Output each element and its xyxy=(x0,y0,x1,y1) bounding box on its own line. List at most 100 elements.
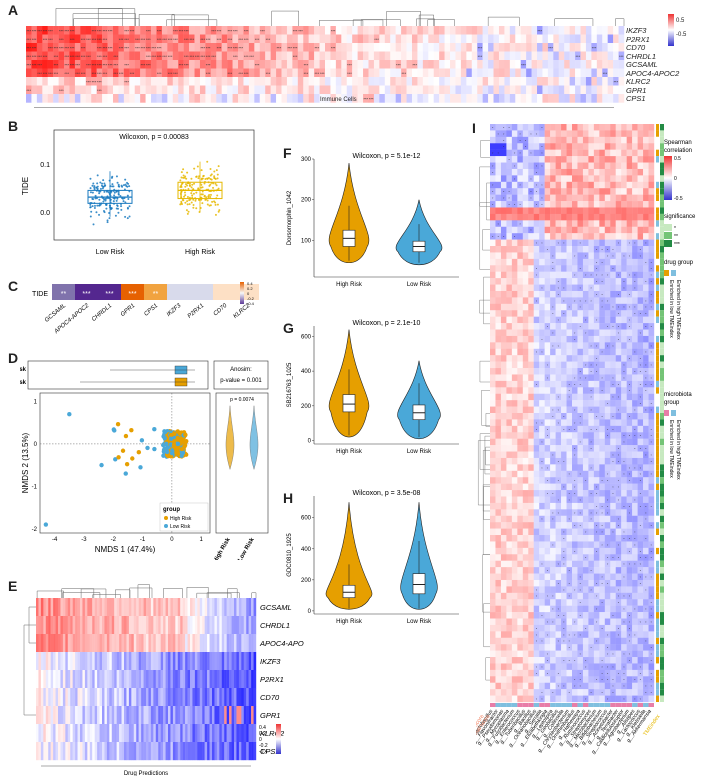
heatmap-cell xyxy=(522,252,529,260)
sig-mark: *** xyxy=(81,37,86,42)
heatmap-cell xyxy=(148,616,152,635)
heatmap-cell xyxy=(511,201,518,208)
heatmap-cell xyxy=(500,188,507,195)
heatmap-cell xyxy=(243,688,247,707)
heatmap-cell xyxy=(544,438,551,446)
heatmap-cell xyxy=(528,194,534,202)
heatmap-cell xyxy=(561,310,567,317)
heatmap-cell xyxy=(183,34,190,44)
heatmap-cell xyxy=(251,652,254,671)
heatmap-cell xyxy=(604,258,611,266)
heatmap-cell xyxy=(555,425,562,433)
heatmap-cell xyxy=(522,175,529,182)
heatmap-cell xyxy=(604,406,611,414)
heatmap-cell xyxy=(572,316,578,324)
heatmap-cell xyxy=(158,742,161,761)
sig-mark: * xyxy=(640,466,642,470)
heatmap-cell xyxy=(615,149,622,157)
data-point xyxy=(187,188,190,191)
heatmap-cell xyxy=(422,94,429,103)
heatmap-cell xyxy=(643,143,649,150)
heatmap-cell xyxy=(610,271,616,279)
heatmap-cell xyxy=(626,335,633,343)
gene-label: CD70 xyxy=(260,693,280,702)
heatmap-cell xyxy=(238,634,242,653)
heatmap-cell xyxy=(106,652,110,671)
heatmap-cell xyxy=(55,598,59,617)
heatmap-cell xyxy=(511,483,518,491)
heatmap-cell xyxy=(632,432,638,439)
heatmap-cell xyxy=(89,652,93,671)
heatmap-cell xyxy=(539,425,545,433)
panel-label-c: C xyxy=(8,278,19,294)
sig-mark: * xyxy=(623,441,625,445)
heatmap-cell xyxy=(588,361,595,369)
heatmap-cell xyxy=(533,162,540,170)
heatmap-cell xyxy=(202,688,205,707)
sig-mark: * xyxy=(601,479,603,483)
heatmap-cell xyxy=(53,26,59,35)
heatmap-cell xyxy=(183,43,190,52)
sig-mark: * xyxy=(580,415,582,419)
heatmap-cell xyxy=(522,265,529,272)
sig-mark: * xyxy=(640,383,642,387)
sig-mark: *** xyxy=(238,71,243,76)
heatmap-cell xyxy=(621,271,627,279)
y-axis-label: NMDS 2 (13.5%) xyxy=(21,432,30,493)
data-point xyxy=(93,185,96,188)
heatmap-cell xyxy=(593,342,600,349)
heatmap-cell xyxy=(91,77,97,86)
heatmap-cell xyxy=(433,34,440,44)
heatmap-cell xyxy=(92,634,95,653)
sig-mark: * xyxy=(574,428,576,432)
heatmap-cell xyxy=(580,60,587,69)
heatmap-cell xyxy=(550,387,556,394)
heatmap-cell xyxy=(539,355,545,362)
heatmap-cell xyxy=(615,213,622,221)
heatmap-cell xyxy=(561,201,567,208)
heatmap-cell xyxy=(539,213,545,221)
heatmap-cell xyxy=(160,616,164,635)
heatmap-cell xyxy=(177,742,181,761)
heatmap-cell xyxy=(53,652,56,671)
heatmap-cell xyxy=(439,77,445,86)
heatmap-cell xyxy=(199,68,206,78)
sig-mark: * xyxy=(596,319,598,323)
heatmap-cell xyxy=(604,451,611,459)
heatmap-cell xyxy=(506,419,513,427)
heatmap-cell xyxy=(593,502,600,510)
sig-mark: *** xyxy=(102,71,107,76)
heatmap-cell xyxy=(210,77,217,86)
heatmap-cell xyxy=(643,355,649,362)
sig-mark: *** xyxy=(173,29,178,34)
heatmap-cell xyxy=(192,724,196,743)
heatmap-cell xyxy=(618,26,625,35)
heatmap-cell xyxy=(591,34,598,44)
heatmap-cell xyxy=(632,207,638,215)
heatmap-cell xyxy=(190,634,193,653)
heatmap-cell xyxy=(460,43,467,52)
sig-mark: *** xyxy=(157,54,162,59)
heatmap-cell xyxy=(615,445,622,452)
heatmap-cell xyxy=(241,724,244,743)
heatmap-cell xyxy=(555,470,562,478)
heatmap-cell xyxy=(500,175,507,182)
data-point xyxy=(105,207,108,210)
data-point xyxy=(215,184,218,187)
heatmap-cell xyxy=(528,509,534,516)
heatmap-cell xyxy=(500,496,507,504)
heatmap-cell xyxy=(577,156,584,163)
heatmap-cell xyxy=(618,77,625,86)
heatmap-cell xyxy=(604,387,611,394)
heatmap-cell xyxy=(500,181,507,189)
heatmap-cell xyxy=(482,26,489,35)
heatmap-cell xyxy=(236,688,240,707)
heatmap-cell xyxy=(528,457,534,465)
heatmap-cell xyxy=(248,51,255,61)
heatmap-cell xyxy=(495,143,502,150)
heatmap-cell xyxy=(384,26,391,35)
heatmap-cell xyxy=(547,51,554,61)
heatmap-cell xyxy=(547,34,554,44)
heatmap-cell xyxy=(234,616,237,635)
heatmap-cell xyxy=(45,598,49,617)
